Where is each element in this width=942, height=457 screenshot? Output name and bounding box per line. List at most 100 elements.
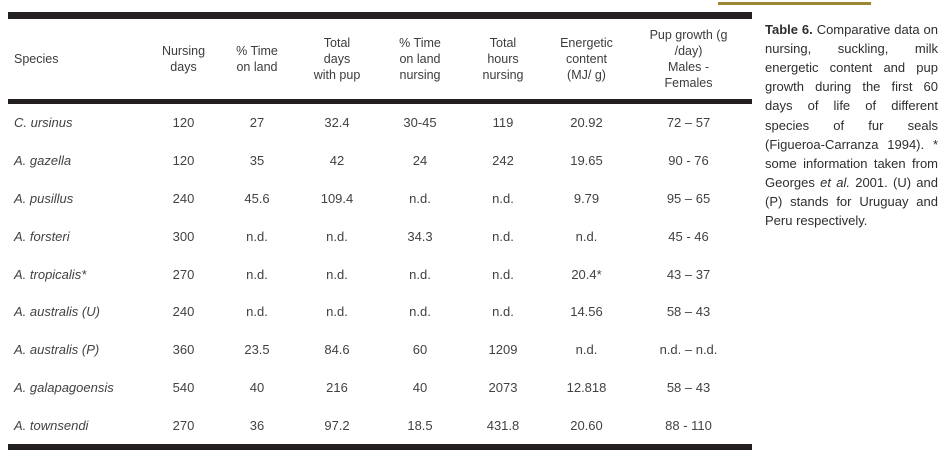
caption-text-2: 2001. (U) and (P) stands for Uruguay and… bbox=[765, 174, 938, 229]
column-header: % Time on land nursing bbox=[399, 36, 441, 82]
table-header-row: Species Nursing days % Time on land Total d… bbox=[8, 19, 752, 99]
table-row: A. pusillus 240 45.6 109.4 n.d. n.d. 9.79 95 – … bbox=[8, 180, 752, 218]
value-cell: 35 bbox=[249, 153, 265, 169]
gold-divider-rule bbox=[718, 2, 871, 5]
species-cell: A. pusillus bbox=[14, 190, 74, 206]
value-cell: 240 bbox=[172, 190, 195, 206]
value-cell: n.d. bbox=[246, 304, 268, 320]
value-cell: 20.60 bbox=[570, 417, 603, 433]
table-row: A. gazella 120 35 42 24 242 19.65 90 - 76 bbox=[8, 142, 752, 180]
table-row: A. australis (P) 360 23.5 84.6 60 1209 n.d. n.d… bbox=[8, 331, 752, 369]
table-row: A. tropicalis* 270 n.d. n.d. n.d. n.d. 20.4* 43… bbox=[8, 255, 752, 293]
species-cell: A. australis (U) bbox=[14, 304, 100, 320]
table-row: A. galapagoensis 540 40 216 40 2073 12.818 58 –… bbox=[8, 369, 752, 407]
value-cell: 90 - 76 bbox=[668, 153, 709, 169]
value-cell: 120 bbox=[172, 153, 195, 169]
column-header: Total hours nursing bbox=[482, 36, 524, 82]
table-bottom-border bbox=[8, 444, 752, 451]
value-cell: n.d. bbox=[326, 266, 348, 282]
table-caption: Table 6. Comparative data on nursing, su… bbox=[765, 20, 938, 230]
value-cell: n.d. bbox=[409, 190, 431, 206]
value-cell: n.d. bbox=[492, 266, 514, 282]
value-cell: 270 bbox=[172, 417, 195, 433]
column-header: Species bbox=[14, 52, 59, 66]
value-cell: 240 bbox=[172, 304, 195, 320]
value-cell: 9.79 bbox=[573, 190, 600, 206]
value-cell: 19.65 bbox=[570, 153, 603, 169]
caption-text-1: Comparative data on nursing, suckling, m… bbox=[765, 22, 938, 190]
caption-etal: et al. bbox=[820, 174, 850, 190]
species-cell: A. townsendi bbox=[14, 417, 89, 433]
value-cell: n.d. bbox=[326, 304, 348, 320]
value-cell: 27 bbox=[249, 115, 265, 131]
value-cell: 42 bbox=[329, 153, 345, 169]
value-cell: 242 bbox=[492, 153, 514, 169]
value-cell: 119 bbox=[492, 115, 514, 131]
data-table: Species Nursing days % Time on land Total d… bbox=[8, 12, 752, 451]
column-header: Total days with pup bbox=[313, 36, 361, 82]
value-cell: 300 bbox=[172, 228, 195, 244]
value-cell: 45.6 bbox=[244, 190, 270, 206]
species-cell: A. forsteri bbox=[14, 228, 70, 244]
value-cell: 20.4* bbox=[571, 266, 602, 282]
table-row: C. ursinus 120 27 32.4 30-45 119 20.92 72 – 57 bbox=[8, 104, 752, 142]
value-cell: n.d. bbox=[326, 228, 348, 244]
value-cell: n.d. bbox=[575, 342, 598, 358]
table-top-border bbox=[8, 12, 752, 19]
value-cell: 431.8 bbox=[486, 417, 520, 433]
value-cell: n.d. bbox=[492, 190, 514, 206]
value-cell: 24 bbox=[412, 153, 428, 169]
value-cell: 120 bbox=[172, 115, 195, 131]
value-cell: 14.56 bbox=[570, 304, 603, 320]
value-cell: 45 - 46 bbox=[668, 228, 709, 244]
column-header: Nursing days bbox=[161, 44, 206, 74]
value-cell: 97.2 bbox=[324, 417, 350, 433]
value-cell: 23.5 bbox=[244, 342, 270, 358]
value-cell: 109.4 bbox=[320, 190, 354, 206]
value-cell: 270 bbox=[172, 266, 195, 282]
value-cell: 72 – 57 bbox=[666, 115, 711, 131]
value-cell: 216 bbox=[326, 379, 348, 395]
value-cell: 58 – 43 bbox=[666, 379, 711, 395]
value-cell: 30-45 bbox=[403, 115, 437, 131]
value-cell: n.d. bbox=[575, 228, 598, 244]
table-row: A. townsendi 270 36 97.2 18.5 431.8 20.60 88 - … bbox=[8, 406, 752, 444]
value-cell: n.d. bbox=[492, 228, 514, 244]
value-cell: 58 – 43 bbox=[666, 304, 711, 320]
value-cell: 36 bbox=[249, 417, 265, 433]
column-header: Energetic content (MJ/ g) bbox=[560, 36, 613, 82]
value-cell: 88 - 110 bbox=[665, 417, 712, 433]
value-cell: 60 bbox=[412, 342, 428, 358]
table-row: A. forsteri 300 n.d. n.d. 34.3 n.d. n.d. 45 - 4… bbox=[8, 217, 752, 255]
caption-label: Table 6. bbox=[765, 22, 813, 37]
species-cell: C. ursinus bbox=[14, 115, 73, 131]
value-cell: 32.4 bbox=[324, 115, 350, 131]
value-cell: n.d. bbox=[492, 304, 514, 320]
value-cell: 40 bbox=[249, 379, 265, 395]
value-cell: 95 – 65 bbox=[666, 190, 711, 206]
species-cell: A. australis (P) bbox=[14, 342, 100, 358]
value-cell: 2073 bbox=[488, 379, 518, 395]
table-row: A. australis (U) 240 n.d. n.d. n.d. n.d. 14.56… bbox=[8, 293, 752, 331]
column-header: % Time on land bbox=[236, 44, 278, 74]
species-cell: A. galapagoensis bbox=[14, 379, 114, 395]
value-cell: 40 bbox=[412, 379, 428, 395]
value-cell: 84.6 bbox=[324, 342, 350, 358]
value-cell: 1209 bbox=[488, 342, 518, 358]
value-cell: 20.92 bbox=[570, 115, 603, 131]
value-cell: n.d. bbox=[246, 228, 268, 244]
value-cell: n.d. bbox=[409, 266, 431, 282]
species-cell: A. gazella bbox=[14, 153, 72, 169]
value-cell: n.d. bbox=[409, 304, 431, 320]
value-cell: 360 bbox=[172, 342, 195, 358]
value-cell: n.d. – n.d. bbox=[659, 342, 718, 358]
value-cell: 43 – 37 bbox=[666, 266, 711, 282]
column-header: Pup growth (g /day) Males - Females bbox=[649, 28, 728, 90]
table-header-border bbox=[8, 99, 752, 104]
species-cell: A. tropicalis* bbox=[14, 266, 87, 282]
value-cell: 540 bbox=[172, 379, 195, 395]
table-body: C. ursinus 120 27 32.4 30-45 119 20.92 72 – 57 A… bbox=[8, 104, 752, 444]
value-cell: 34.3 bbox=[407, 228, 433, 244]
value-cell: 18.5 bbox=[407, 417, 433, 433]
